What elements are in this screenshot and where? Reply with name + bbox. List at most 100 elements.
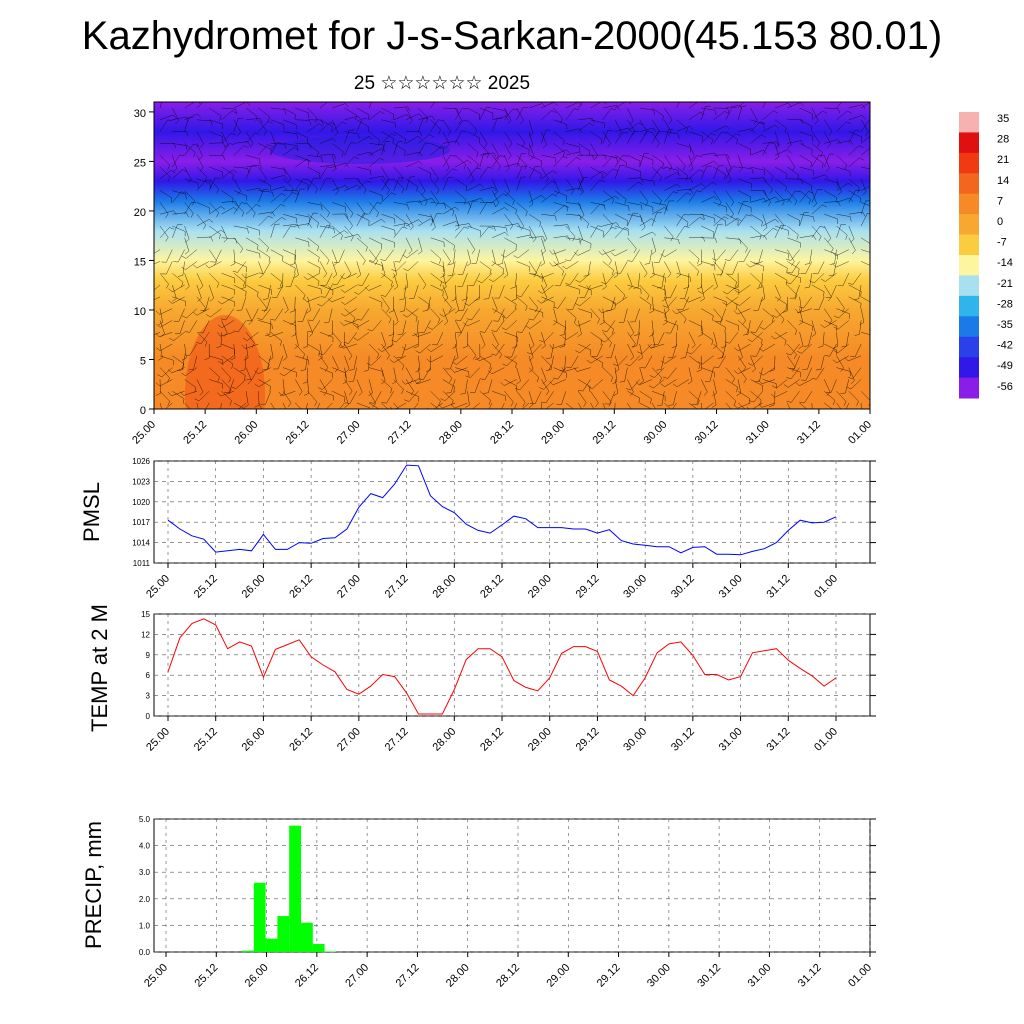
wind-barb — [664, 379, 677, 387]
wind-barb — [159, 379, 173, 387]
wind-barb — [627, 284, 641, 290]
wind-barb-flag — [647, 344, 652, 349]
wind-barb-flag — [611, 329, 614, 335]
wind-barb — [601, 249, 616, 255]
wind-barb — [528, 225, 537, 239]
wind-barb — [817, 261, 825, 275]
wind-barb — [405, 390, 419, 397]
wind-barb-flag — [515, 385, 518, 391]
wind-barb-flag — [859, 197, 861, 203]
x-tick-label: 28.12 — [478, 726, 506, 754]
wind-barb-flag — [656, 369, 662, 371]
wind-barb-flag — [510, 401, 514, 407]
wind-barb-flag — [431, 227, 436, 231]
wind-barb — [344, 130, 350, 144]
wind-barb-flag — [840, 392, 846, 394]
wind-barb — [270, 131, 276, 145]
wind-barb — [836, 296, 845, 309]
wind-barb-flag — [230, 357, 236, 361]
wind-barb — [676, 214, 685, 227]
wind-barb — [369, 367, 383, 372]
wind-barb-flag — [389, 359, 394, 363]
wind-barb — [602, 108, 612, 120]
wind-barb — [577, 177, 584, 191]
wind-barb-flag — [631, 345, 637, 347]
pmsl-line — [167, 464, 837, 556]
wind-barb — [836, 213, 851, 217]
wind-barb — [861, 166, 870, 170]
wind-barb — [725, 104, 740, 109]
wind-barb — [479, 332, 486, 346]
wind-barb — [516, 367, 521, 382]
wind-barb — [578, 117, 593, 121]
wind-barb-flag — [302, 294, 306, 300]
x-tick-label: 25.12 — [192, 962, 220, 990]
wind-barb-flag — [269, 185, 271, 191]
wind-barb — [159, 308, 173, 315]
wind-barb-flag — [452, 168, 458, 171]
wind-barb — [258, 355, 270, 365]
wind-barb — [579, 273, 591, 283]
wind-barb — [491, 155, 501, 168]
wind-barb-flag — [763, 170, 765, 176]
wind-barb-flag — [181, 266, 186, 270]
wind-barb — [270, 273, 282, 283]
wind-barb-flag — [257, 244, 259, 250]
wind-barb-flag — [862, 211, 866, 217]
wind-barb — [405, 367, 414, 380]
wind-barb-flag — [750, 331, 756, 333]
wind-barb — [159, 343, 163, 358]
wind-barb — [566, 261, 579, 270]
wind-barb — [541, 225, 548, 239]
wind-barb — [774, 284, 781, 298]
wind-barb — [541, 332, 546, 346]
wind-barb-flag — [770, 188, 773, 194]
wind-barb-flag — [394, 321, 399, 326]
wind-barb — [179, 320, 185, 334]
wind-barb — [602, 131, 611, 144]
wind-barb-flag — [624, 227, 630, 230]
wind-barb-flag — [290, 225, 296, 228]
wind-barb — [245, 132, 256, 144]
wind-barb — [700, 320, 703, 335]
y-tick-label: 2.0 — [139, 895, 151, 904]
wind-barb — [860, 200, 866, 215]
wind-barb — [290, 273, 296, 287]
wind-barb — [381, 261, 386, 275]
wind-barb-flag — [440, 398, 446, 401]
wind-barb-flag — [157, 410, 161, 412]
wind-barb-flag — [294, 274, 299, 279]
wind-barb-flag — [256, 204, 261, 207]
wind-barb-flag — [652, 409, 653, 414]
wind-barb — [442, 131, 450, 145]
wind-barb — [848, 104, 863, 109]
wind-barb — [368, 157, 380, 168]
wind-barb — [596, 343, 604, 357]
wind-barb-flag — [215, 417, 220, 418]
wind-barb — [455, 190, 467, 200]
wind-barb-flag — [479, 138, 481, 144]
y-tick-label: 30 — [134, 108, 146, 120]
wind-barb — [344, 367, 348, 382]
wind-barb — [405, 113, 419, 121]
wind-barb-flag — [826, 391, 831, 396]
wind-barb — [307, 343, 320, 352]
wind-barb-flag — [254, 370, 259, 375]
wind-barb — [725, 155, 732, 169]
wind-barb-flag — [653, 128, 657, 133]
wind-barb-flag — [771, 335, 776, 340]
wind-barb-flag — [520, 226, 525, 231]
wind-barb — [393, 131, 406, 140]
wind-barb — [484, 367, 493, 380]
wind-barb — [442, 155, 450, 168]
wind-barb-flag — [589, 122, 594, 126]
wind-barb — [737, 155, 743, 169]
wind-barb-flag — [539, 339, 544, 343]
wind-barb-flag — [187, 179, 192, 184]
wind-barb-flag — [171, 170, 176, 174]
wind-barb — [541, 166, 549, 180]
wind-barb — [371, 355, 382, 366]
wind-barb-flag — [673, 413, 675, 418]
wind-barb — [848, 225, 855, 240]
